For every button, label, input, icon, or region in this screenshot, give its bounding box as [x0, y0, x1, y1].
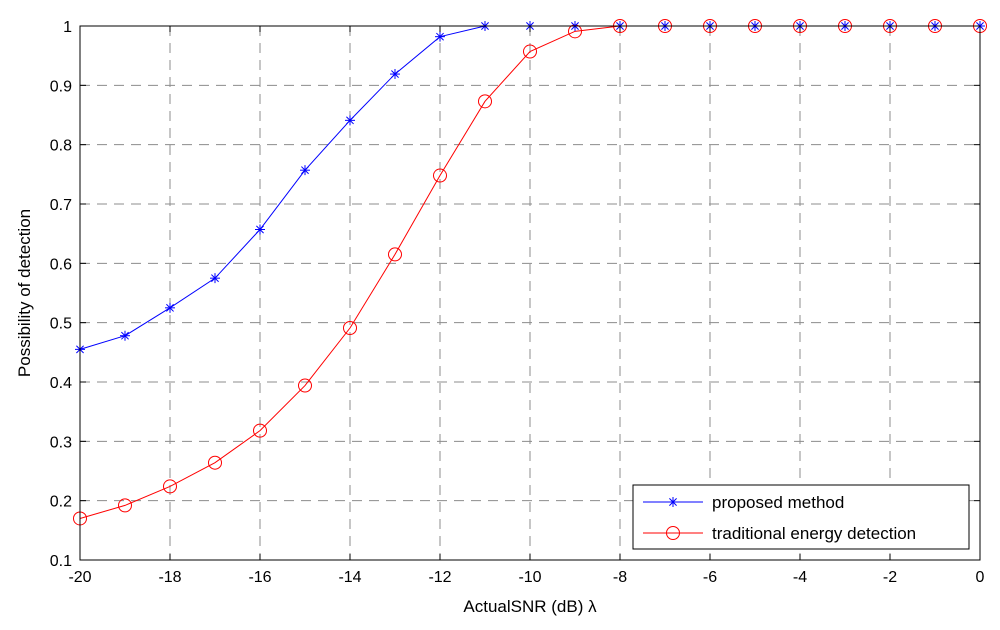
ticks: -20 -18 -16 -14 -12 -10 -8 -6 -4 -2 00.10.20.30.40… — [50, 19, 985, 586]
x-tick-label: 0 — [976, 569, 985, 586]
x-tick-label: -4 — [793, 569, 807, 586]
y-tick-label: 0.5 — [50, 316, 72, 333]
data-point — [345, 115, 355, 126]
y-tick-label: 0.2 — [50, 494, 72, 511]
x-axis-title: ActualSNR (dB) λ — [463, 597, 597, 616]
y-axis-title: Possibility of detection — [15, 209, 34, 377]
x-tick-label: -6 — [703, 569, 717, 586]
x-tick-label: -10 — [518, 569, 541, 586]
grid — [80, 26, 980, 560]
x-tick-label: -2 — [883, 569, 897, 586]
x-tick-label: -16 — [248, 569, 271, 586]
legend-marker — [666, 526, 680, 540]
legend-marker — [668, 497, 678, 507]
data-point — [300, 165, 310, 176]
x-tick-label: -14 — [338, 569, 361, 586]
marker-stroke — [669, 498, 677, 506]
y-tick-label: 0.6 — [50, 256, 72, 273]
marker-stroke — [256, 225, 264, 234]
legend-entry: traditional energy detection — [643, 524, 916, 543]
data-point — [523, 44, 537, 59]
data-point — [343, 321, 357, 336]
data-point — [120, 330, 130, 341]
data-point — [298, 378, 312, 393]
legend-label: traditional energy detection — [712, 524, 916, 543]
marker-stroke — [436, 32, 444, 41]
x-tick-label: -12 — [428, 569, 451, 586]
marker-stroke — [121, 331, 129, 340]
data-point — [433, 168, 447, 183]
data-point — [118, 498, 132, 513]
data-point — [165, 302, 175, 313]
legend-label: proposed method — [712, 493, 844, 512]
data-point — [253, 423, 267, 438]
marker-stroke — [301, 166, 309, 175]
x-tick-label: -8 — [613, 569, 627, 586]
data-point — [388, 247, 402, 262]
data-point — [390, 69, 400, 80]
y-tick-label: 0.9 — [50, 78, 72, 95]
legend-box — [632, 484, 970, 550]
y-tick-label: 0.8 — [50, 138, 72, 155]
y-tick-label: 0.1 — [50, 553, 72, 570]
data-point — [435, 31, 445, 42]
legend: proposed method traditional energy detect… — [632, 484, 970, 550]
marker-stroke — [346, 116, 354, 125]
y-tick-label: 0.7 — [50, 197, 72, 214]
data-point — [210, 273, 220, 284]
marker-stroke — [391, 70, 399, 79]
marker-stroke — [211, 274, 219, 283]
legend-entry: proposed method — [643, 493, 844, 512]
x-tick-label: -18 — [158, 569, 181, 586]
x-tick-label: -20 — [68, 569, 91, 586]
y-tick-label: 0.4 — [50, 375, 72, 392]
marker-stroke — [166, 303, 174, 312]
data-point — [255, 224, 265, 235]
y-tick-label: 0.3 — [50, 434, 72, 451]
data-point — [208, 455, 222, 470]
data-point — [163, 479, 177, 494]
y-tick-label: 1 — [63, 19, 72, 36]
data-point — [478, 94, 492, 109]
